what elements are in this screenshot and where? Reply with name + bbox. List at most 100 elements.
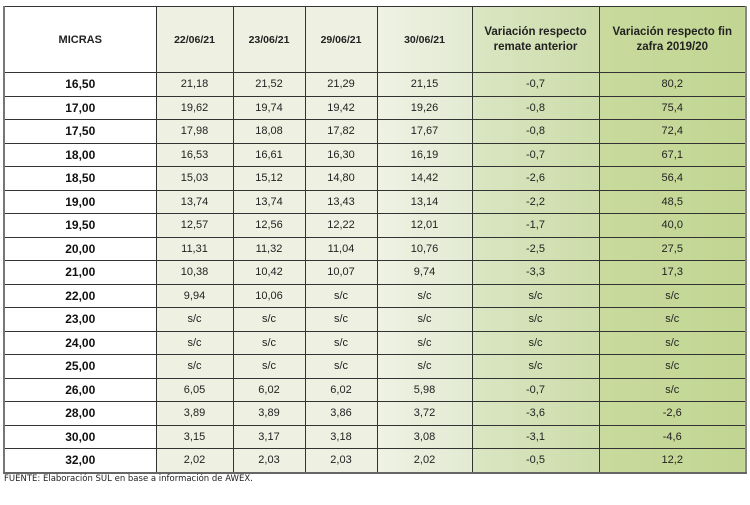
cell-date-1: 9,94 [155, 283, 234, 308]
cell-variation-previous: -1,7 [471, 213, 600, 238]
cell-date-3: 21,29 [304, 72, 378, 97]
cell-date-4: 19,26 [376, 95, 473, 120]
cell-date-1: s/c [155, 354, 234, 379]
cell-variation-previous: s/c [471, 354, 600, 379]
cell-variation-season: 80,2 [598, 72, 747, 97]
cell-variation-season: s/c [598, 283, 747, 308]
cell-date-1: 19,62 [155, 95, 234, 120]
cell-date-3: 3,18 [304, 424, 378, 449]
cell-date-3: 13,43 [304, 189, 378, 214]
cell-variation-season: 40,0 [598, 213, 747, 238]
cell-date-1: 17,98 [155, 119, 234, 144]
cell-micras: 32,00 [3, 448, 157, 474]
cell-date-4: 13,14 [376, 189, 473, 214]
cell-date-2: 3,89 [232, 401, 306, 426]
cell-variation-season: 27,5 [598, 236, 747, 261]
cell-variation-season: s/c [598, 377, 747, 402]
cell-micras: 25,00 [3, 354, 157, 379]
cell-date-1: 2,02 [155, 448, 234, 474]
cell-date-4: 3,72 [376, 401, 473, 426]
cell-date-2: 6,02 [232, 377, 306, 402]
cell-date-1: 3,15 [155, 424, 234, 449]
cell-date-4: 9,74 [376, 260, 473, 285]
cell-date-3: 19,42 [304, 95, 378, 120]
cell-date-2: s/c [232, 330, 306, 355]
cell-date-1: s/c [155, 307, 234, 332]
cell-micras: 30,00 [3, 424, 157, 449]
cell-date-2: 19,74 [232, 95, 306, 120]
cell-date-4: 16,19 [376, 142, 473, 167]
table-row: 24,00 s/c s/c s/c s/c s/c s/c [3, 330, 747, 355]
cell-date-4: 12,01 [376, 213, 473, 238]
cell-date-3: 12,22 [304, 213, 378, 238]
cell-variation-season: 12,2 [598, 448, 747, 474]
table-row: 25,00 s/c s/c s/c s/c s/c s/c [3, 354, 747, 379]
header-micras: MICRAS [3, 6, 157, 73]
cell-date-2: 12,56 [232, 213, 306, 238]
cell-variation-previous: -0,7 [471, 72, 600, 97]
cell-variation-season: 56,4 [598, 166, 747, 191]
cell-date-3: 16,30 [304, 142, 378, 167]
cell-date-4: 10,76 [376, 236, 473, 261]
cell-date-1: 16,53 [155, 142, 234, 167]
cell-micras: 21,00 [3, 260, 157, 285]
cell-micras: 16,50 [3, 72, 157, 97]
cell-date-2: 10,06 [232, 283, 306, 308]
cell-variation-season: 48,5 [598, 189, 747, 214]
cell-variation-previous: -3,6 [471, 401, 600, 426]
cell-date-3: s/c [304, 330, 378, 355]
table-row: 30,00 3,15 3,17 3,18 3,08 -3,1 -4,6 [3, 424, 747, 449]
table-row: 16,50 21,18 21,52 21,29 21,15 -0,7 80,2 [3, 72, 747, 97]
cell-micras: 22,00 [3, 283, 157, 308]
cell-date-3: 10,07 [304, 260, 378, 285]
cell-micras: 20,00 [3, 236, 157, 261]
cell-variation-season: -4,6 [598, 424, 747, 449]
cell-micras: 17,50 [3, 119, 157, 144]
cell-variation-season: s/c [598, 330, 747, 355]
cell-date-3: 14,80 [304, 166, 378, 191]
cell-variation-previous: -3,1 [471, 424, 600, 449]
cell-variation-previous: -0,7 [471, 142, 600, 167]
source-note: FUENTE: Elaboración SUL en base a inform… [4, 474, 253, 484]
cell-date-3: s/c [304, 283, 378, 308]
cell-date-1: 13,74 [155, 189, 234, 214]
cell-date-2: 2,03 [232, 448, 306, 474]
cell-date-2: 18,08 [232, 119, 306, 144]
cell-variation-previous: -2,5 [471, 236, 600, 261]
cell-date-4: 14,42 [376, 166, 473, 191]
cell-date-4: s/c [376, 307, 473, 332]
cell-date-4: 21,15 [376, 72, 473, 97]
cell-date-1: 6,05 [155, 377, 234, 402]
cell-date-1: 12,57 [155, 213, 234, 238]
cell-date-3: 6,02 [304, 377, 378, 402]
header-variation-previous: Variación respecto remate anterior [471, 6, 600, 73]
cell-variation-season: s/c [598, 354, 747, 379]
cell-variation-previous: -2,6 [471, 166, 600, 191]
cell-micras: 26,00 [3, 377, 157, 402]
cell-micras: 28,00 [3, 401, 157, 426]
cell-variation-previous: s/c [471, 330, 600, 355]
cell-micras: 24,00 [3, 330, 157, 355]
cell-date-2: 10,42 [232, 260, 306, 285]
cell-date-2: 16,61 [232, 142, 306, 167]
cell-micras: 19,50 [3, 213, 157, 238]
table-row: 20,00 11,31 11,32 11,04 10,76 -2,5 27,5 [3, 236, 747, 261]
cell-date-1: 10,38 [155, 260, 234, 285]
cell-micras: 19,00 [3, 189, 157, 214]
cell-date-1: 3,89 [155, 401, 234, 426]
header-date-2: 23/06/21 [232, 6, 306, 73]
cell-variation-previous: -0,7 [471, 377, 600, 402]
header-date-4: 30/06/21 [376, 6, 473, 73]
cell-variation-previous: -3,3 [471, 260, 600, 285]
cell-variation-season: 17,3 [598, 260, 747, 285]
table-row: 26,00 6,05 6,02 6,02 5,98 -0,7 s/c [3, 377, 747, 402]
cell-micras: 17,00 [3, 95, 157, 120]
cell-date-3: 17,82 [304, 119, 378, 144]
cell-micras: 18,00 [3, 142, 157, 167]
cell-date-3: 2,03 [304, 448, 378, 474]
cell-date-4: 17,67 [376, 119, 473, 144]
cell-variation-season: 72,4 [598, 119, 747, 144]
cell-variation-previous: -0,5 [471, 448, 600, 474]
cell-variation-season: s/c [598, 307, 747, 332]
cell-date-4: 2,02 [376, 448, 473, 474]
